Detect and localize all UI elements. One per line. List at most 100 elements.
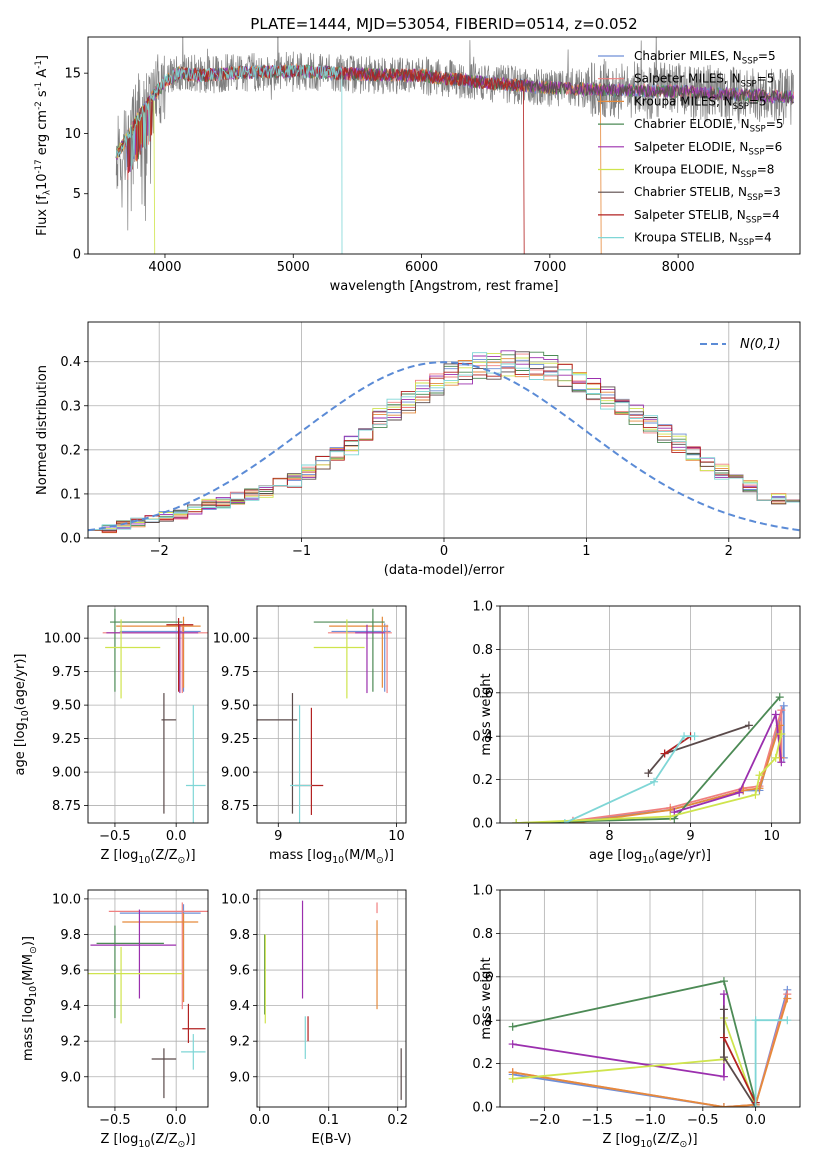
x-axis-label: age [log10(age/yr)] [589,848,711,866]
residual-histogram-step [88,353,800,538]
plot-area [88,350,800,538]
x-tick-label: 0.0 [166,1113,187,1128]
legend-label: Kroupa ELODIE, NSSP=8 [634,163,774,181]
mass-weight-line [572,709,783,822]
y-tick-label: 10.0 [221,892,250,907]
y-axis-label: Flux [fλ10-17 erg cm-2 s-1 A-1] [34,55,52,236]
x-tick-label: −0.5 [99,1113,131,1128]
y-tick-label: 9.4 [229,999,250,1014]
x-tick-label: 2 [725,544,733,559]
mass-weight-marker [508,1040,517,1049]
x-tick-label: 7000 [533,260,566,275]
mass-weight-marker [744,721,753,730]
y-tick-label: 0.8 [472,927,493,942]
y-tick-label: 9.75 [221,665,250,680]
y-tick-label: 0.4 [472,1014,493,1029]
y-tick-label: 9.8 [229,928,250,943]
mass-weight-marker [771,710,780,719]
x-tick-label: −0.5 [687,1113,719,1128]
mass-weight-marker [719,1005,728,1014]
x-tick-label: 0.0 [166,829,187,844]
x-tick-label: 9 [686,829,694,844]
y-tick-label: 10.00 [44,632,81,647]
y-tick-label: 9.25 [221,732,250,747]
y-tick-label: 9.0 [60,1070,81,1085]
mass-weight-marker [775,693,784,702]
mass-weight-line [564,735,695,823]
legend-label: Chabrier ELODIE, NSSP=5 [634,117,783,135]
residual-histogram-step [88,358,800,538]
x-tick-label: 4000 [148,260,181,275]
panel-residuals: N(0,1) −2 −1 0 1 2 0.0 0.1 0.2 0.3 0.4 (data-model)… [35,321,801,578]
mass-weight-marker [660,749,669,758]
mass-weight-line [516,696,781,823]
mass-weight-marker [560,819,569,823]
mass-weight-marker [751,1103,760,1107]
panel-age-vs-mass: 9 10 8.75 9.00 9.25 9.50 9.75 10.00 mass [log10(… [213,605,407,866]
mass-weight-line [723,1037,757,1104]
y-tick-label: 9.50 [221,699,250,714]
mass-weight-marker [512,819,521,823]
y-tick-label: 0.0 [60,532,81,547]
mass-weight-line [516,733,783,823]
y-tick-label: 9.4 [60,999,81,1014]
mass-weight-marker [755,771,764,780]
y-tick-label: 0.4 [472,730,493,745]
y-axis-label: age [log10(age/yr)] [13,654,31,776]
panel-mass-vs-metallicity: −0.5 0.0 9.0 9.2 9.4 9.6 9.8 10.0 Z [log10(Z/Z⊙)… [21,889,209,1150]
x-tick-label: 1 [582,544,590,559]
mass-weight-marker [719,1072,728,1081]
y-tick-label: 9.00 [52,766,81,781]
plot-area [257,608,392,823]
legend-label: Chabrier MILES, NSSP=5 [634,49,776,67]
x-axis-label: Z [log10(Z/Z⊙)] [602,1132,697,1150]
x-tick-label: −1.0 [634,1113,666,1128]
legend-label: Salpeter ELODIE, NSSP=6 [634,140,782,158]
mass-weight-marker [735,788,744,797]
panel-spectrum: Chabrier MILES, NSSP=5 Salpeter MILES, NS… [34,36,801,294]
y-tick-label: 9.6 [229,964,250,979]
panel-weight-vs-metallicity: −2.0 −1.5 −1.0 −0.5 0.0 0.0 0.2 0.4 0.6 0.8 1.0 Z [… [472,884,801,1150]
y-tick-label: 10.00 [213,632,250,647]
mass-weight-marker [751,1016,760,1025]
y-tick-label: 0.6 [472,970,493,985]
y-tick-label: 9.0 [229,1070,250,1085]
axes-frame [87,605,209,824]
x-tick-label: 7 [524,829,532,844]
panel-age-vs-metallicity: −0.5 0.0 8.75 9.00 9.25 9.50 9.75 10.00 Z [log10… [13,605,209,866]
mass-weight-line [572,725,781,823]
x-tick-label: 9 [274,829,282,844]
x-tick-label: 0.1 [318,1113,339,1128]
y-tick-label: 5 [73,187,81,202]
mass-weight-marker [508,1022,517,1031]
plot-area [115,37,795,254]
x-tick-label: 8 [605,829,613,844]
mass-weight-marker [690,732,699,741]
residual-histogram-step [88,352,800,538]
mass-weight-line [674,711,783,813]
residual-histogram-step [88,362,800,538]
y-tick-label: 9.25 [52,732,81,747]
legend-label: Chabrier STELIB, NSSP=3 [634,185,781,203]
plot-area [263,900,402,1100]
y-axis-label: mass weight [479,673,494,755]
mass-weight-marker [783,1016,792,1025]
x-tick-label: −1 [292,544,311,559]
plot-area [512,693,788,823]
x-axis-label: mass [log10(M/M⊙)] [269,848,394,866]
legend-label: Kroupa MILES, NSSP=5 [634,94,767,112]
panel-mass-vs-ebv: 0.0 0.1 0.2 9.0 9.2 9.4 9.6 9.8 10.0 E(B-V) [221,889,408,1147]
x-tick-label: 0.2 [387,1113,408,1128]
y-tick-label: 10 [64,127,81,142]
x-tick-label: 10 [763,829,780,844]
mass-weight-marker [783,994,792,1003]
y-tick-label: 0.2 [472,1057,493,1072]
residual-histogram-step [88,358,800,538]
mass-weight-marker [777,706,786,715]
mass-weight-marker [719,977,728,986]
y-tick-label: 9.50 [52,699,81,714]
x-axis-label: (data-model)/error [384,563,505,578]
mass-weight-marker [719,1053,728,1062]
model-spectrum-line [115,64,343,254]
mass-weight-marker [666,812,675,821]
